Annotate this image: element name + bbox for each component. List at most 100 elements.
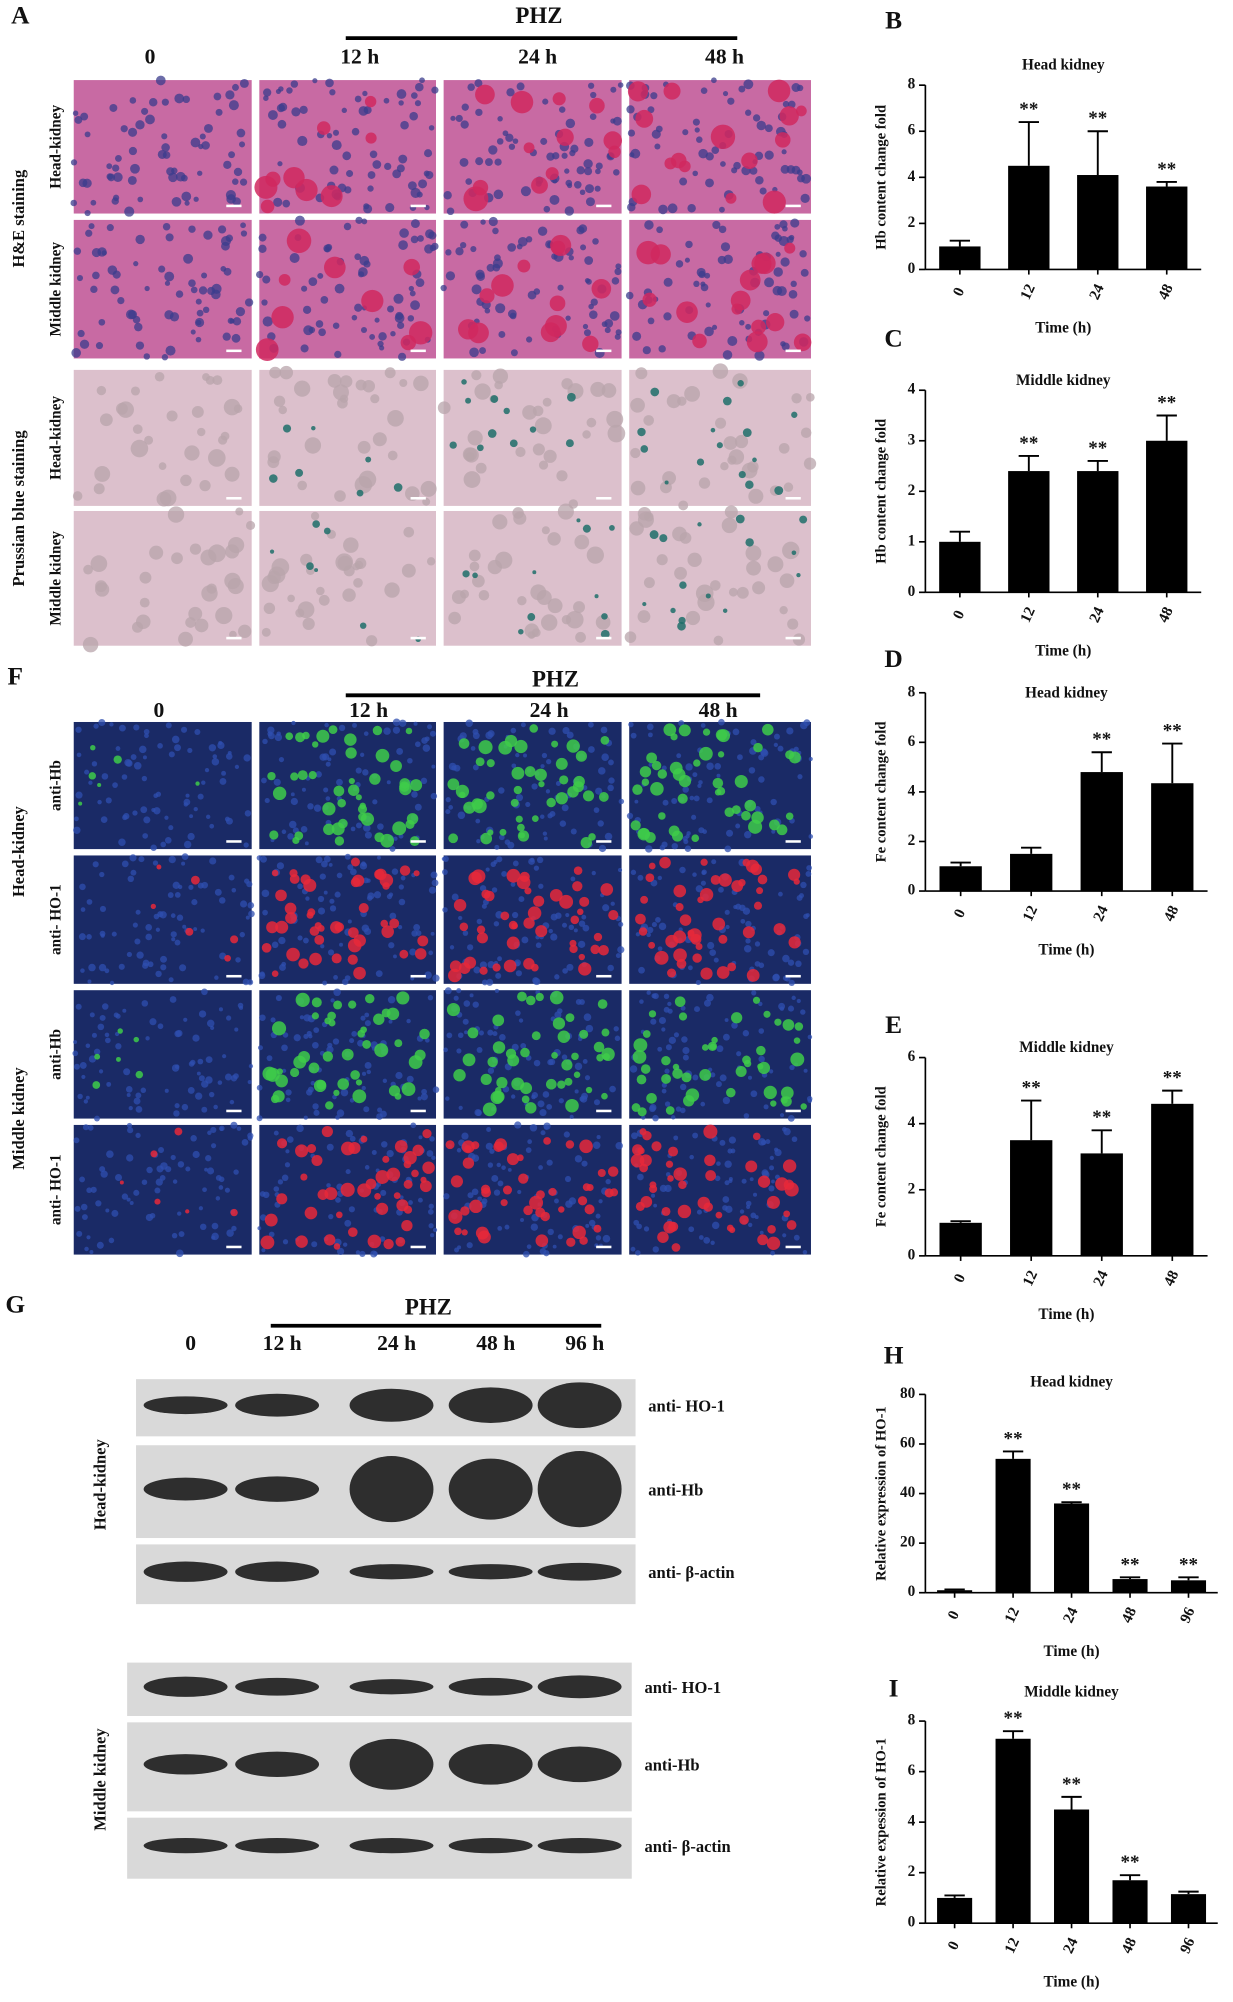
cell bbox=[229, 318, 235, 324]
cell bbox=[487, 1029, 494, 1036]
cell bbox=[413, 375, 429, 392]
cell bbox=[498, 331, 506, 338]
stained-cell bbox=[92, 1081, 101, 1089]
cell bbox=[175, 171, 186, 182]
cell bbox=[276, 104, 285, 113]
y-tick-label: 4 bbox=[908, 168, 916, 185]
stained-cell bbox=[699, 1069, 712, 1081]
cell bbox=[346, 170, 354, 178]
cell bbox=[135, 120, 145, 130]
cell bbox=[241, 1139, 249, 1146]
cell bbox=[517, 596, 527, 606]
cell bbox=[111, 1209, 119, 1217]
cell bbox=[214, 975, 219, 980]
stained-cell bbox=[774, 486, 784, 495]
cell bbox=[578, 224, 588, 233]
cell bbox=[98, 318, 106, 326]
cell bbox=[426, 1150, 434, 1157]
row-label: Middle kidney bbox=[48, 531, 65, 626]
cell bbox=[91, 761, 98, 767]
cell bbox=[415, 278, 425, 288]
stained-cell bbox=[535, 992, 544, 1002]
bar bbox=[995, 1738, 1031, 1924]
cell bbox=[771, 1179, 775, 1184]
cell bbox=[684, 257, 690, 263]
stained-cell bbox=[546, 797, 556, 808]
cell bbox=[174, 1030, 182, 1038]
x-axis-label: Time (h) bbox=[1044, 1973, 1100, 1990]
cell bbox=[557, 1008, 563, 1014]
cell bbox=[355, 557, 367, 569]
cell bbox=[788, 289, 798, 299]
cell bbox=[643, 1226, 650, 1232]
stained-cell bbox=[492, 963, 501, 972]
cell bbox=[492, 258, 503, 269]
cell bbox=[80, 907, 86, 912]
cell bbox=[154, 371, 165, 382]
cell bbox=[610, 86, 617, 93]
cell bbox=[808, 834, 814, 839]
cell bbox=[262, 316, 273, 327]
cell bbox=[275, 995, 282, 1002]
cell bbox=[334, 350, 342, 359]
cell bbox=[789, 1064, 795, 1071]
stained-cell bbox=[410, 779, 423, 792]
cell bbox=[497, 1180, 504, 1187]
cell bbox=[193, 806, 198, 812]
stained-cell bbox=[480, 1073, 492, 1085]
cell bbox=[360, 1015, 366, 1021]
cell bbox=[74, 116, 83, 124]
cell bbox=[322, 980, 328, 986]
chart-title: Middle kidney bbox=[1024, 1684, 1119, 1701]
bar bbox=[937, 1897, 973, 1924]
cell bbox=[601, 753, 609, 761]
cell bbox=[424, 736, 430, 742]
cell bbox=[228, 100, 239, 111]
cell bbox=[585, 1024, 594, 1033]
stained-cell bbox=[585, 1086, 593, 1094]
column-label: 24 h bbox=[518, 44, 557, 68]
x-tick-label: 0 bbox=[950, 607, 969, 621]
stained-cell bbox=[269, 549, 275, 554]
stained-cell bbox=[94, 1053, 101, 1060]
cell bbox=[192, 1034, 200, 1042]
cell bbox=[286, 1136, 294, 1143]
stained-cell bbox=[703, 1202, 713, 1212]
cell bbox=[627, 129, 636, 137]
cell bbox=[313, 1109, 320, 1116]
stained-cell bbox=[506, 868, 521, 883]
cell bbox=[769, 1165, 775, 1171]
cell bbox=[770, 798, 777, 806]
stained-cell bbox=[577, 908, 584, 916]
stained-cell bbox=[757, 1175, 771, 1188]
cell bbox=[304, 841, 309, 846]
cell bbox=[242, 978, 250, 986]
y-tick-label: 8 bbox=[908, 1712, 916, 1729]
cell bbox=[239, 931, 245, 938]
stained-cell bbox=[348, 1000, 357, 1009]
cell bbox=[430, 931, 435, 936]
cell bbox=[198, 1206, 204, 1211]
significance-mark: ** bbox=[1019, 433, 1038, 454]
stained-cell bbox=[352, 874, 365, 887]
stained-cell bbox=[358, 812, 367, 822]
stained-cell bbox=[633, 1038, 648, 1053]
cell bbox=[364, 1062, 372, 1069]
cell bbox=[168, 751, 175, 758]
blot-band bbox=[143, 1838, 228, 1854]
cell bbox=[496, 856, 503, 863]
y-axis-label: Fe content change fold bbox=[874, 1086, 890, 1227]
cell bbox=[379, 1236, 386, 1242]
stained-cell bbox=[272, 1090, 285, 1103]
cell bbox=[613, 169, 620, 176]
stained-cell bbox=[535, 925, 548, 938]
stained-cell bbox=[383, 1238, 394, 1250]
cell bbox=[225, 90, 235, 100]
cell bbox=[671, 1115, 676, 1120]
cell bbox=[290, 80, 299, 88]
cell bbox=[197, 1058, 204, 1065]
cell bbox=[643, 512, 654, 522]
cell bbox=[463, 447, 479, 463]
cell bbox=[126, 1197, 131, 1202]
cell bbox=[72, 491, 83, 501]
